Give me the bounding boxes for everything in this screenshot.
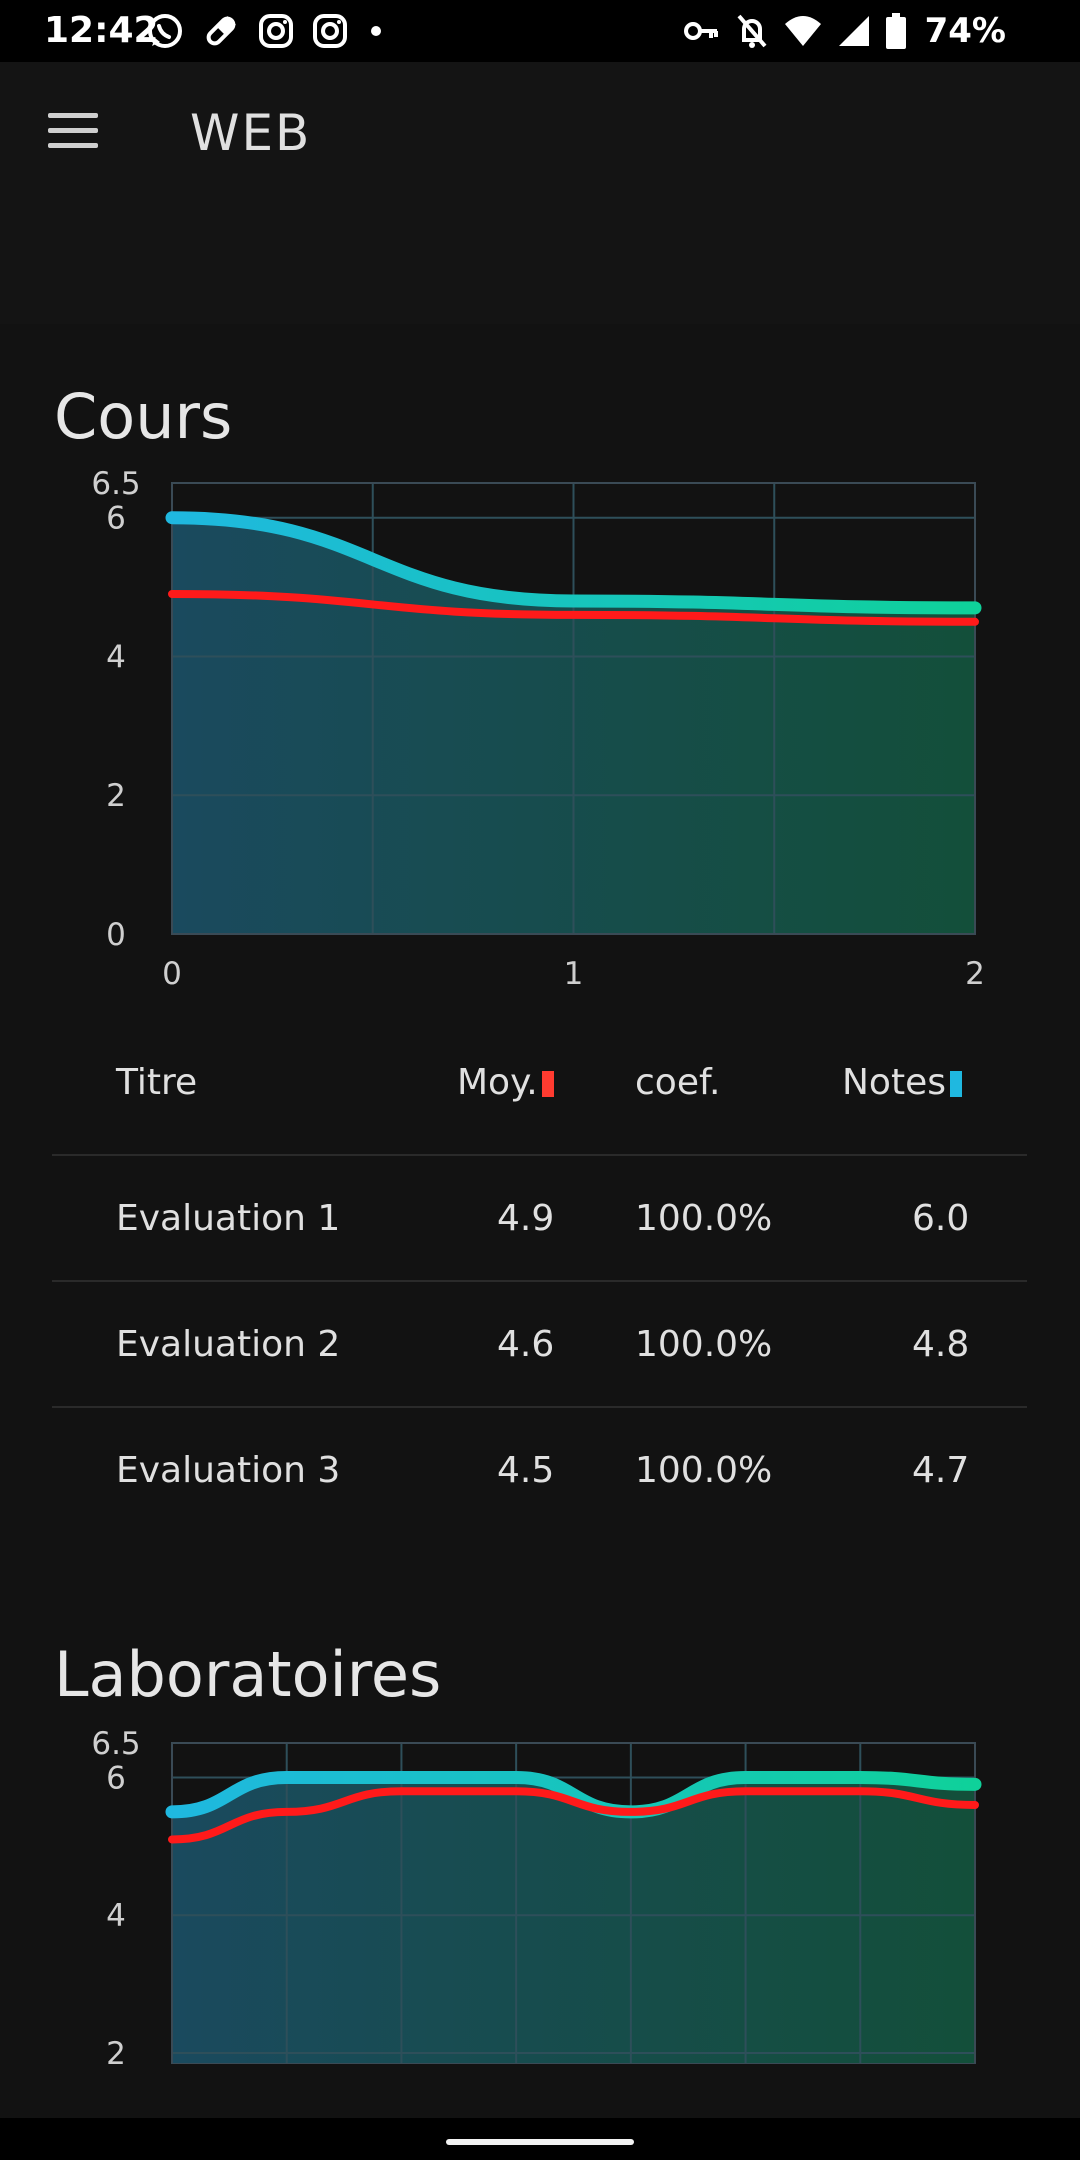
row-title: Evaluation 3 — [116, 1450, 341, 1491]
section-title-laboratoires: Laboratoires — [54, 1638, 442, 1711]
instagram-icon — [313, 14, 347, 48]
x-tick-label: 0 — [162, 956, 182, 990]
y-tick-label: 2 — [106, 778, 126, 814]
row-note: 6.0 — [912, 1198, 970, 1239]
table-row[interactable]: Evaluation 3 4.5 100.0% 4.7 — [52, 1406, 1027, 1534]
chart-cours: 0 2 4 66.5 0 1 2 — [91, 470, 985, 990]
notification-icons — [146, 10, 386, 52]
row-title: Evaluation 1 — [116, 1198, 341, 1239]
row-average: 4.6 — [497, 1324, 555, 1365]
app-title: WEB — [190, 104, 312, 162]
whatsapp-icon — [148, 14, 182, 48]
grades-table-cours: Titre Moy. coef. Notes Evaluation 1 4.9 … — [52, 1012, 1027, 1504]
status-bar: 12:42 74% — [0, 0, 1080, 62]
row-note: 4.7 — [912, 1450, 970, 1491]
pill-icon — [206, 16, 236, 46]
average-series-line — [168, 590, 979, 626]
notes-legend-swatch — [949, 1071, 962, 1097]
dot-icon — [371, 26, 381, 36]
y-tick-label: 4 — [106, 639, 126, 675]
notes-area — [172, 1777, 975, 2064]
header-title: Titre — [116, 1062, 198, 1103]
row-title: Evaluation 2 — [116, 1324, 341, 1365]
row-note: 4.8 — [912, 1324, 970, 1365]
battery-icon — [885, 13, 906, 49]
row-coef: 100.0% — [635, 1198, 773, 1239]
average-series-line — [168, 1787, 979, 1844]
average-legend-swatch — [541, 1071, 554, 1097]
status-time: 12:42 — [44, 10, 159, 51]
battery-percent: 74% — [924, 11, 1006, 51]
plot-frame — [171, 482, 976, 935]
chart-laboratoires: 2 4 66.5 — [91, 1726, 982, 2064]
instagram-icon — [259, 14, 293, 48]
header-average: Moy. — [457, 1062, 554, 1103]
app-bar — [0, 62, 1080, 324]
mute-icon — [737, 14, 767, 48]
x-tick-label: 1 — [564, 956, 584, 990]
y-tick-label: 4 — [106, 1898, 126, 1934]
y-tick-label: 2 — [106, 2036, 126, 2064]
system-icons: 74% — [683, 10, 1006, 52]
table-header: Titre Moy. coef. Notes — [52, 1012, 1027, 1152]
section-title-cours: Cours — [54, 380, 233, 453]
y-tick-label: 6.5 — [91, 1726, 140, 1762]
wifi-icon — [784, 16, 821, 46]
vpn-key-icon — [683, 22, 718, 40]
hamburger-menu-icon[interactable] — [48, 113, 98, 153]
y-tick-label: 6.5 — [91, 470, 140, 502]
x-tick-label: 2 — [965, 956, 985, 990]
notes-series-line — [165, 511, 982, 615]
header-notes: Notes — [842, 1062, 962, 1103]
row-average: 4.9 — [497, 1198, 555, 1239]
home-gesture-handle[interactable] — [446, 2139, 634, 2145]
plot-frame — [171, 1742, 976, 2064]
row-average: 4.5 — [497, 1450, 555, 1491]
signal-icon — [838, 16, 869, 46]
table-row[interactable]: Evaluation 1 4.9 100.0% 6.0 — [52, 1154, 1027, 1282]
y-tick-label: 0 — [106, 917, 126, 953]
y-tick-label: 6 — [106, 501, 126, 537]
row-coef: 100.0% — [635, 1324, 773, 1365]
table-row[interactable]: Evaluation 2 4.6 100.0% 4.8 — [52, 1280, 1027, 1408]
row-coef: 100.0% — [635, 1450, 773, 1491]
header-coef: coef. — [635, 1062, 721, 1103]
y-tick-label: 6 — [106, 1760, 126, 1796]
notes-series-line — [165, 1770, 982, 1819]
